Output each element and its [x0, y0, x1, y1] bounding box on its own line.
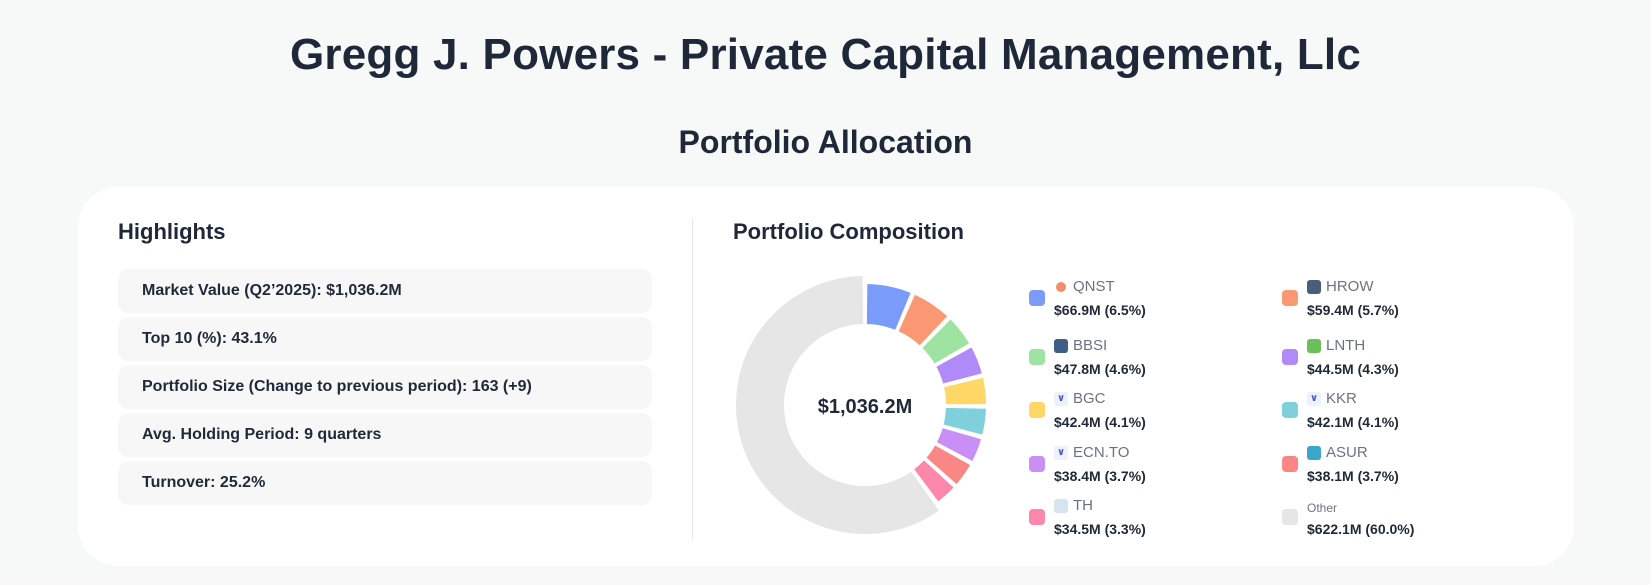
legend-ticker: TH [1073, 497, 1093, 514]
legend-value: $44.5M (4.3%) [1307, 361, 1399, 377]
donut-slice-bbsi[interactable] [920, 316, 972, 366]
legend-ticker: ECN.TO [1073, 444, 1130, 461]
leaf-logo-icon [1307, 339, 1321, 353]
page-title: Gregg J. Powers - Private Capital Manage… [290, 30, 1361, 79]
composition-title: Portfolio Composition [733, 219, 964, 244]
legend-swatch [1029, 349, 1045, 365]
legend-item-other[interactable]: Other $622.1M (60.0%) [1282, 497, 1522, 541]
donut-slice-kkr[interactable] [941, 405, 988, 437]
legend-swatch [1282, 290, 1298, 306]
donut-slice-bgc[interactable] [941, 375, 989, 407]
highlights-title: Highlights [118, 219, 226, 244]
legend-ticker: Other [1307, 501, 1338, 515]
donut-slice-hrow[interactable] [896, 292, 950, 348]
legend-value: $38.4M (3.7%) [1054, 468, 1146, 484]
legend-item-th[interactable]: TH $34.5M (3.3%) [1029, 497, 1269, 541]
highlights-list: Market Value (Q2’2025): $1,036.2M Top 10… [118, 269, 652, 509]
legend-item-lnth[interactable]: LNTH $44.5M (4.3%) [1282, 337, 1522, 381]
highlight-portfolio-size: Portfolio Size (Change to previous perio… [118, 365, 652, 409]
legend-swatch [1282, 509, 1298, 525]
legend-value: $622.1M (60.0%) [1307, 521, 1415, 537]
orange-dot-icon [1054, 280, 1068, 294]
donut-slice-ecn-to[interactable] [934, 425, 984, 464]
highlight-holding-period: Avg. Holding Period: 9 quarters [118, 413, 652, 457]
legend-item-qnst[interactable]: QNST $66.9M (6.5%) [1029, 278, 1269, 322]
highlight-turnover: Turnover: 25.2% [118, 461, 652, 505]
legend-ticker: ASUR [1326, 444, 1368, 461]
legend-value: $66.9M (6.5%) [1054, 302, 1146, 318]
panel-divider [692, 218, 693, 540]
donut-chart [734, 274, 989, 536]
donut-slice-th[interactable] [911, 458, 956, 504]
chevron-logo-icon: ∨ [1307, 392, 1321, 406]
legend-item-asur[interactable]: ASUR $38.1M (3.7%) [1282, 444, 1522, 488]
legend-swatch [1029, 402, 1045, 418]
legend-value: $38.1M (3.7%) [1307, 468, 1399, 484]
legend-value: $47.8M (4.6%) [1054, 361, 1146, 377]
legend-item-hrow[interactable]: HROW $59.4M (5.7%) [1282, 278, 1522, 322]
legend-value: $34.5M (3.3%) [1054, 521, 1146, 537]
legend-ticker: QNST [1073, 278, 1115, 295]
legend-ticker: BGC [1073, 390, 1106, 407]
legend-item-bgc[interactable]: ∨ BGC $42.4M (4.1%) [1029, 390, 1269, 434]
donut-slice-qnst[interactable] [864, 282, 913, 333]
legend-swatch [1029, 456, 1045, 472]
legend-item-kkr[interactable]: ∨ KKR $42.1M (4.1%) [1282, 390, 1522, 434]
chevron-logo-icon: ∨ [1054, 446, 1068, 460]
chevron-logo-icon: ∨ [1054, 392, 1068, 406]
legend-swatch [1282, 456, 1298, 472]
legend-value: $42.1M (4.1%) [1307, 414, 1399, 430]
legend-value: $42.4M (4.1%) [1054, 414, 1146, 430]
bbsi-logo-icon [1054, 339, 1068, 353]
legend-item-ecn-to[interactable]: ∨ ECN.TO $38.4M (3.7%) [1029, 444, 1269, 488]
donut-slice-asur[interactable] [924, 443, 973, 487]
legend-swatch [1029, 290, 1045, 306]
legend-ticker: LNTH [1326, 337, 1366, 354]
legend-swatch [1029, 509, 1045, 525]
donut-slice-other[interactable] [734, 274, 942, 536]
legend-ticker: BBSI [1073, 337, 1108, 354]
donut-center-total: $1,036.2M [817, 396, 913, 418]
highlight-top-10: Top 10 (%): 43.1% [118, 317, 652, 361]
h-logo-icon [1307, 280, 1321, 294]
legend-swatch [1282, 402, 1298, 418]
donut-slice-lnth[interactable] [934, 345, 985, 386]
legend-item-bbsi[interactable]: BBSI $47.8M (4.6%) [1029, 337, 1269, 381]
legend-value: $59.4M (5.7%) [1307, 302, 1399, 318]
section-title: Portfolio Allocation [678, 124, 973, 160]
highlight-market-value: Market Value (Q2’2025): $1,036.2M [118, 269, 652, 313]
legend-swatch [1282, 349, 1298, 365]
legend-ticker: KKR [1326, 390, 1357, 407]
th-logo-icon [1054, 499, 1068, 513]
asur-logo-icon [1307, 446, 1321, 460]
legend-ticker: HROW [1326, 278, 1374, 295]
